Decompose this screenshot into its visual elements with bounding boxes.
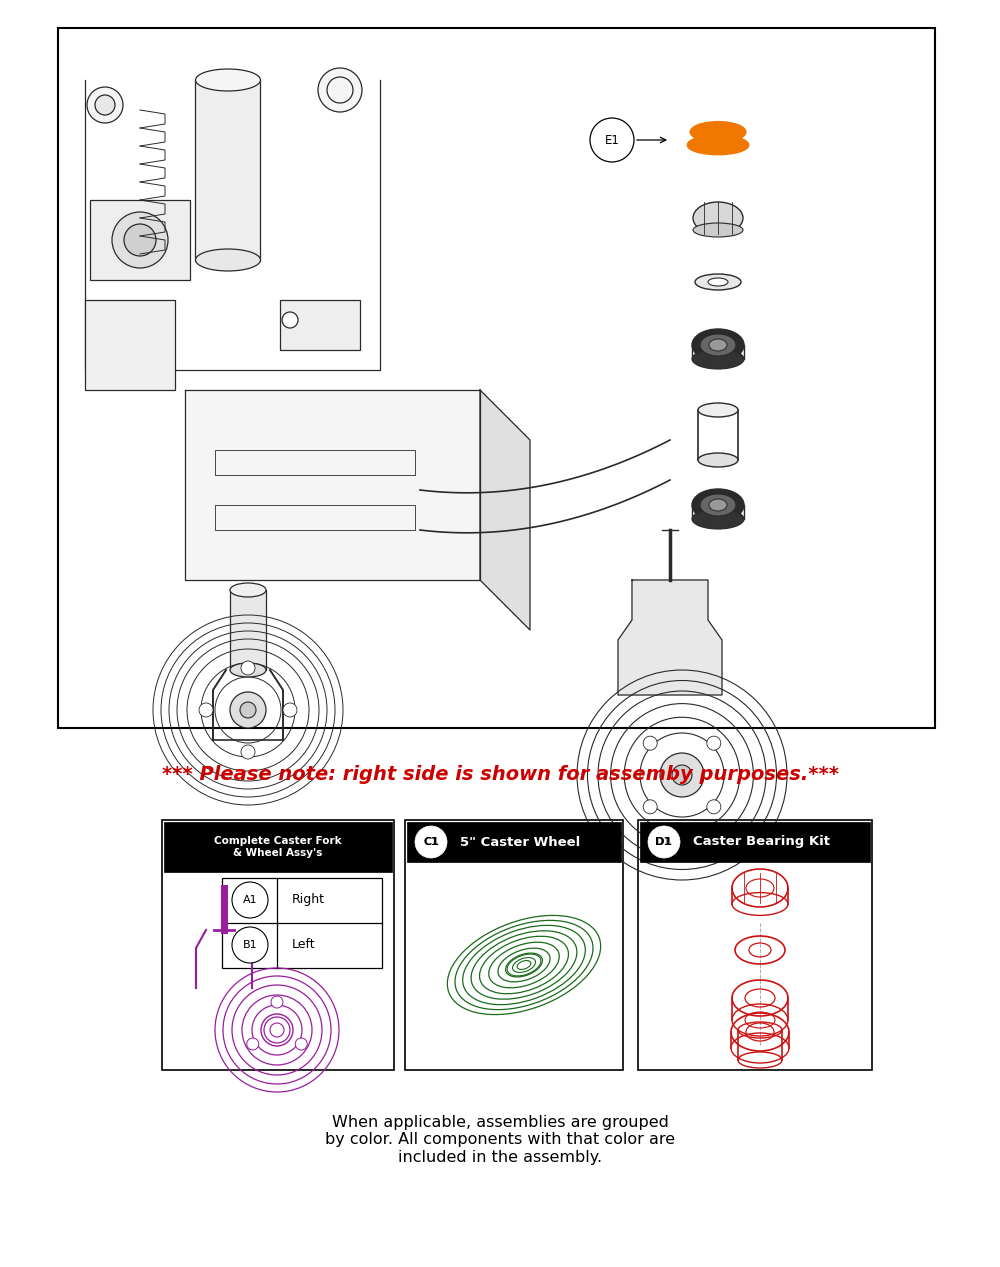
Circle shape xyxy=(240,702,256,718)
Polygon shape xyxy=(618,580,722,696)
Circle shape xyxy=(232,882,268,919)
Circle shape xyxy=(282,312,298,328)
Ellipse shape xyxy=(692,489,744,521)
Bar xyxy=(405,820,623,1071)
Ellipse shape xyxy=(692,348,744,369)
Circle shape xyxy=(643,736,657,750)
Circle shape xyxy=(707,799,721,813)
Text: E1: E1 xyxy=(605,133,619,147)
Ellipse shape xyxy=(690,122,746,142)
Circle shape xyxy=(672,765,692,786)
Circle shape xyxy=(415,826,447,858)
Ellipse shape xyxy=(693,223,743,237)
Bar xyxy=(230,590,266,670)
Ellipse shape xyxy=(230,663,266,677)
Bar xyxy=(640,822,870,862)
Text: Left: Left xyxy=(292,939,316,952)
Ellipse shape xyxy=(693,201,743,234)
Text: A1: A1 xyxy=(243,895,257,905)
Circle shape xyxy=(318,68,362,111)
Bar xyxy=(90,200,190,280)
Circle shape xyxy=(643,799,657,813)
Circle shape xyxy=(590,118,634,162)
Circle shape xyxy=(241,745,255,759)
Circle shape xyxy=(295,1038,307,1050)
Circle shape xyxy=(199,703,213,717)
Text: 5" Caster Wheel: 5" Caster Wheel xyxy=(460,835,580,849)
Ellipse shape xyxy=(692,329,744,361)
Polygon shape xyxy=(480,390,530,630)
Text: Caster Bearing Kit: Caster Bearing Kit xyxy=(693,835,830,849)
Ellipse shape xyxy=(698,403,738,417)
Text: Complete Caster Fork
& Wheel Assy's: Complete Caster Fork & Wheel Assy's xyxy=(214,836,342,858)
Bar xyxy=(407,822,621,862)
Text: B1: B1 xyxy=(243,940,257,950)
Circle shape xyxy=(648,826,680,858)
Ellipse shape xyxy=(709,499,727,511)
Ellipse shape xyxy=(230,583,266,597)
Ellipse shape xyxy=(692,509,744,530)
Ellipse shape xyxy=(695,274,741,290)
Circle shape xyxy=(660,753,704,797)
Ellipse shape xyxy=(700,334,736,356)
Text: C1: C1 xyxy=(423,837,439,848)
Circle shape xyxy=(283,703,297,717)
Circle shape xyxy=(87,87,123,123)
Ellipse shape xyxy=(196,68,260,91)
Text: D1: D1 xyxy=(656,837,672,848)
Circle shape xyxy=(241,661,255,675)
Polygon shape xyxy=(185,390,480,580)
Circle shape xyxy=(232,927,268,963)
Circle shape xyxy=(95,95,115,115)
Text: When applicable, assemblies are grouped
by color. All components with that color: When applicable, assemblies are grouped … xyxy=(325,1115,675,1164)
Text: D1: D1 xyxy=(656,837,672,848)
Bar xyxy=(162,820,394,1071)
Text: C1: C1 xyxy=(424,837,438,848)
Bar xyxy=(222,878,382,968)
Circle shape xyxy=(112,212,168,269)
Circle shape xyxy=(124,224,156,256)
Bar xyxy=(164,822,392,872)
Bar xyxy=(85,300,175,390)
Bar xyxy=(215,450,415,475)
Ellipse shape xyxy=(709,340,727,351)
Bar xyxy=(58,28,935,729)
Text: *** Please note: right side is shown for assemby purposes.***: *** Please note: right side is shown for… xyxy=(162,765,838,784)
Bar xyxy=(195,80,260,260)
Ellipse shape xyxy=(700,494,736,516)
Ellipse shape xyxy=(689,137,747,153)
Circle shape xyxy=(707,736,721,750)
Text: Right: Right xyxy=(292,893,325,906)
Circle shape xyxy=(230,692,266,729)
Ellipse shape xyxy=(698,454,738,468)
Circle shape xyxy=(247,1038,259,1050)
Circle shape xyxy=(271,996,283,1009)
Bar xyxy=(638,820,872,1071)
Ellipse shape xyxy=(196,250,260,271)
Ellipse shape xyxy=(708,277,728,286)
Bar xyxy=(280,300,360,350)
Bar xyxy=(215,506,415,530)
